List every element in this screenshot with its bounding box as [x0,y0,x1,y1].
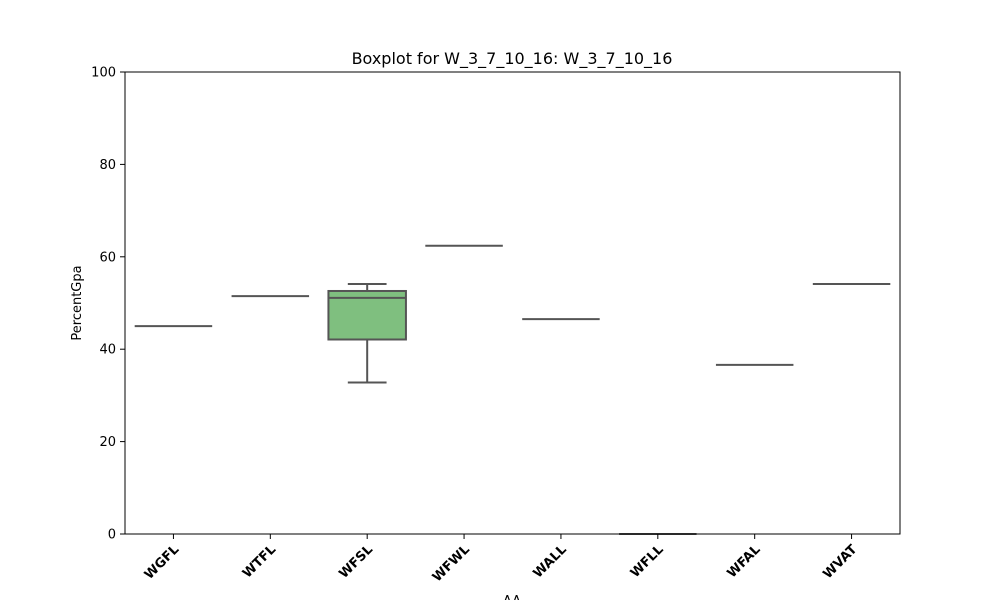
x-tick-label: WTFL [240,542,279,581]
box-iqr [327,289,407,341]
plot-area [134,244,891,535]
plot-frame [124,71,901,535]
x-tick-label: WALL [531,542,570,581]
y-axis: 0 20 40 60 80 100 [91,66,125,543]
x-tick-label: WFSL [337,542,377,582]
y-axis-label: PercentGpa [70,265,85,340]
box-wfsl [327,283,407,384]
x-tick-label: WFWL [430,542,473,585]
y-tick-label: 20 [99,435,116,450]
x-tick-label: WFLL [628,542,667,581]
x-tick-label: WGFL [142,542,182,582]
y-tick-label: 40 [99,343,116,358]
y-tick-label: 80 [99,158,116,173]
x-axis: WGFL WTFL WFSL WFWL WALL WFLL WFAL WVAT [142,534,860,585]
chart-title: Boxplot for W_3_7_10_16: W_3_7_10_16 [352,49,673,69]
y-tick-label: 0 [108,528,116,543]
x-axis-label: AA [503,594,521,600]
y-tick-label: 60 [99,250,116,265]
x-tick-label: WFAL [725,542,764,581]
y-tick-label: 100 [91,66,116,81]
x-tick-label: WVAT [820,542,860,582]
